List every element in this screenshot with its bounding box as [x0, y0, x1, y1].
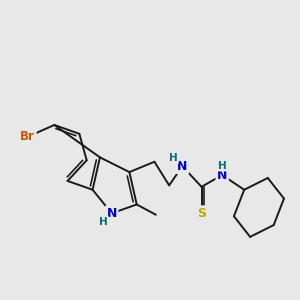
Text: N: N — [106, 207, 117, 220]
Text: H: H — [169, 153, 178, 163]
Text: H: H — [218, 160, 226, 171]
Text: N: N — [177, 160, 188, 173]
Text: H: H — [99, 217, 108, 226]
Text: S: S — [197, 207, 206, 220]
Text: N: N — [217, 169, 227, 182]
Text: Br: Br — [20, 130, 35, 143]
